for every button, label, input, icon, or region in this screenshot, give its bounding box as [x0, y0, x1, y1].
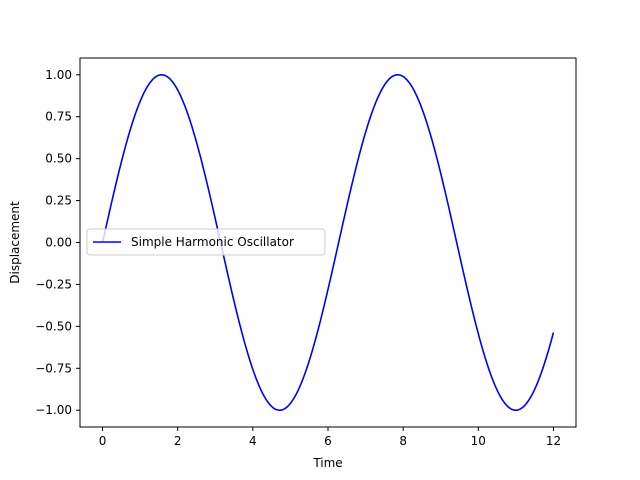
- x-tick-label: 6: [324, 434, 332, 448]
- series-line-0: [101, 73, 555, 412]
- legend-entry-label: Simple Harmonic Oscillator: [131, 235, 294, 249]
- y-tick-label: 0.75: [45, 110, 72, 124]
- legend-box: [86, 228, 326, 256]
- y-tick-label: −0.25: [35, 277, 72, 291]
- x-axis: 0 2 4 6 8 10 12: [99, 427, 561, 448]
- y-axis-label: Displacement: [8, 201, 22, 284]
- legend: Simple Harmonic Oscillator: [86, 228, 326, 256]
- x-tick-label: 10: [471, 434, 486, 448]
- y-tick-label: 0.00: [45, 236, 72, 250]
- y-tick-label: 1.00: [45, 68, 72, 82]
- y-tick-label: −0.75: [35, 361, 72, 375]
- x-tick-label: 4: [249, 434, 257, 448]
- plot-area: [101, 73, 555, 412]
- y-tick-label: −1.00: [35, 403, 72, 417]
- y-tick-label: 0.25: [45, 194, 72, 208]
- x-tick-label: 0: [99, 434, 107, 448]
- x-axis-label: Time: [312, 456, 342, 470]
- y-tick-label: −0.50: [35, 319, 72, 333]
- y-tick-label: 0.50: [45, 152, 72, 166]
- x-tick-label: 2: [174, 434, 182, 448]
- y-axis: −1.00 −0.75 −0.50 −0.25 0.00 0.25 0.50 0.75 1.00: [35, 68, 80, 417]
- x-tick-label: 12: [546, 434, 561, 448]
- x-tick-label: 8: [399, 434, 407, 448]
